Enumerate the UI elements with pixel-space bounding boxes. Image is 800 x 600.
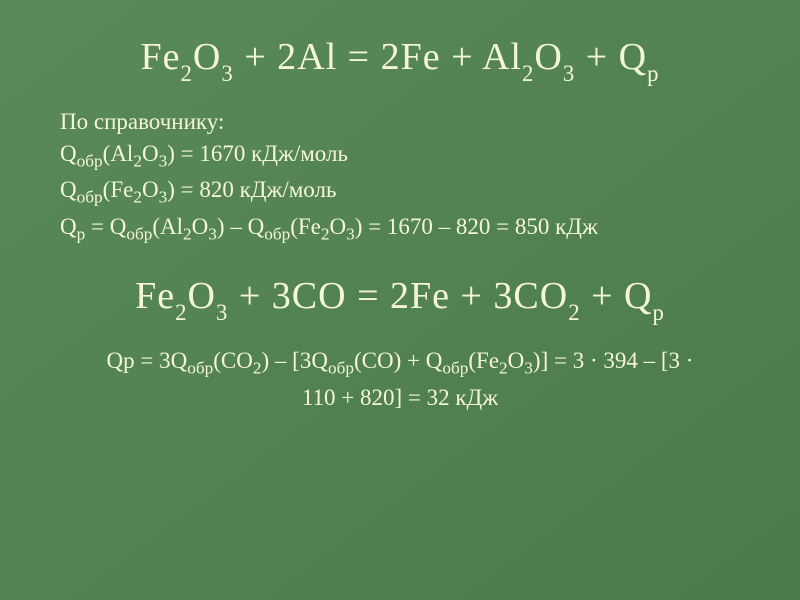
q-fe2o3: Qобр(Fe2O3) = 820 кДж/моль xyxy=(60,177,336,202)
equation-1: Fe2O3 + 2Al = 2Fe + Al2O3 + Qр xyxy=(50,35,750,84)
eq1-fe2o3: Fe2O3 + 2Al = 2Fe + Al2O3 + Qр xyxy=(140,36,659,78)
qp-calc-2-line2: 110 + 820] = 32 кДж xyxy=(50,385,750,411)
calc-line-1: Qобр(Al2O3) = 1670 кДж/моль xyxy=(60,141,750,172)
equation-2: Fe2O3 + 3CO = 2Fe + 3CO2 + Qр xyxy=(50,274,750,323)
qp2-part2: 110 + 820] = 32 кДж xyxy=(302,385,498,410)
calc-line-3: Qр = Qобр(Al2O3) – Qобр(Fe2O3) = 1670 – … xyxy=(60,214,750,245)
qp-calc-2-line1: Qp = 3Qобр(CO2) – [3Qобр(CO) + Qобр(Fe2O… xyxy=(50,348,750,379)
qp-calc-1: Qр = Qобр(Al2O3) – Qобр(Fe2O3) = 1670 – … xyxy=(60,214,598,239)
calc-line-2: Qобр(Fe2O3) = 820 кДж/моль xyxy=(60,177,750,208)
reference-label: По справочнику: xyxy=(60,109,750,135)
q-al2o3: Qобр(Al2O3) = 1670 кДж/моль xyxy=(60,141,348,166)
qp2-part1: Qp = 3Qобр(CO2) – [3Qобр(CO) + Qобр(Fe2O… xyxy=(107,348,694,373)
eq2-full: Fe2O3 + 3CO = 2Fe + 3CO2 + Qр xyxy=(135,275,665,317)
